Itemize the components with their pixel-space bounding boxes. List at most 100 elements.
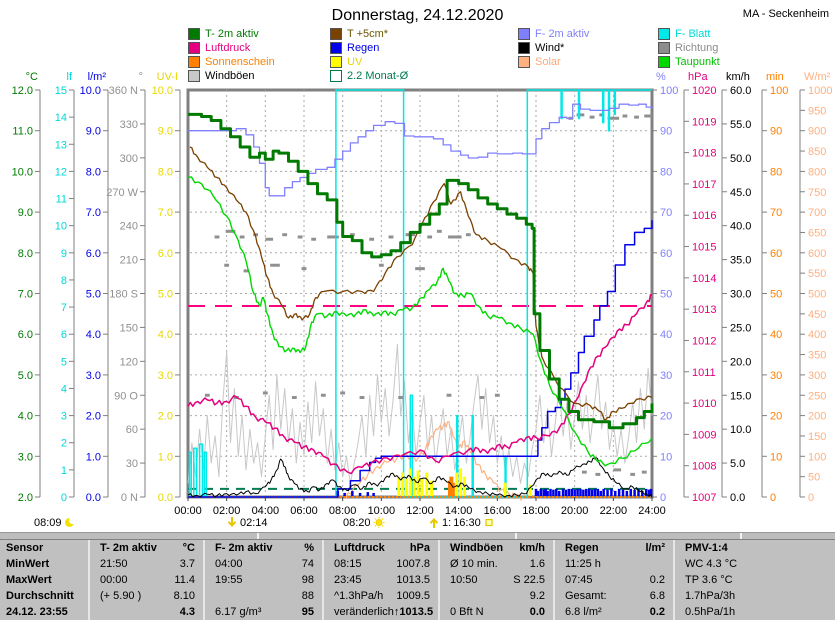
cell-value: 8.10: [173, 590, 195, 602]
x-axis-tick-label: 10:00: [368, 505, 396, 517]
axis-unit-label: °C: [26, 71, 38, 83]
axis-tick-label: 90 O: [114, 390, 138, 402]
legend-item-uv[interactable]: UV: [330, 55, 518, 69]
row-header-cell: 24.12. 23:55: [0, 604, 88, 620]
axis-tick-label: 2.0: [86, 411, 101, 423]
axis-unit-label: l/m²: [88, 71, 107, 83]
axis-tick-label: 50: [808, 472, 820, 484]
table-row: Sensor T- 2m aktiv °C F- 2m aktiv% Luftdruck…: [0, 540, 835, 556]
row-header-cell: MinWert: [0, 556, 88, 572]
astro-annotation: 08:20: [343, 516, 385, 529]
axis-tick-label: 60: [660, 248, 672, 260]
cell-label: 00:00: [100, 574, 128, 586]
row-header-label: MinWert: [6, 558, 50, 570]
series-taupunkt: [187, 176, 653, 467]
axis-tick-label: 1015: [692, 242, 716, 254]
table-cell-windb-en: 9.2: [438, 588, 553, 604]
axis-unit-label: °: [139, 71, 143, 83]
axis-tick-label: 55.0: [730, 119, 751, 131]
axis-tick-label: 5: [61, 356, 67, 368]
legend-swatch-icon: [330, 56, 342, 68]
table-cell-pmv-1-4: TP 3.6 °C: [673, 572, 835, 588]
axis-tick-label: 40: [770, 329, 782, 341]
cell-value: 0.0: [529, 606, 545, 618]
cell-value: 88: [301, 590, 314, 602]
x-axis-tick-label: 22:00: [600, 505, 628, 517]
axis-tick-label: 1020: [692, 85, 716, 97]
cell-label: 6.8 l/m²: [565, 606, 602, 618]
axis-tick-label: 0.0: [86, 492, 101, 504]
axis-tick-label: 4.0: [18, 411, 33, 423]
x-axis-tick-label: 06:00: [290, 505, 318, 517]
weather-chart: °C2.03.04.05.06.07.08.09.010.011.012.0lf…: [12, 71, 833, 517]
legend-item-f-2m-aktiv[interactable]: F- 2m aktiv: [518, 27, 658, 41]
table-cell-regen: 6.8 l/m² 0.2: [553, 604, 673, 620]
legend-item-label: F- Blatt: [675, 28, 711, 40]
table-row: MinWert 21:50 3.7 04:00 74 08:15 1007.8 Ø 10 mi…: [0, 556, 835, 572]
axis-tick-label: 600: [808, 248, 826, 260]
table-cell-t-2m-aktiv: T- 2m aktiv °C: [88, 540, 203, 556]
legend-item-sonnenschein[interactable]: Sonnenschein: [188, 55, 330, 69]
cell-value: 4.3: [179, 606, 195, 618]
x-axis-tick-label: 02:00: [213, 505, 241, 517]
axis-tick-label: 240: [120, 221, 138, 233]
table-cell-pmv-1-4: 0.5hPa/1h: [673, 604, 835, 620]
axis-tick-label: 0 N: [121, 492, 138, 504]
legend-item-richtung[interactable]: Richtung: [658, 41, 818, 55]
table-cell-t-2m-aktiv: 4.3: [88, 604, 203, 620]
astro-time-label: 1:: [442, 516, 452, 529]
legend-item-t-5cm-[interactable]: T +5cm*: [330, 27, 518, 41]
axis-tick-label: 9.0: [18, 207, 33, 219]
table-cell-windb-en: 10:50 S 22.5: [438, 572, 553, 588]
table-cell-pmv-1-4: 1.7hPa/3h: [673, 588, 835, 604]
cell-label: (+ 5.90 ): [100, 590, 142, 602]
axis-tick-label: 10.0: [80, 85, 101, 97]
axis-tick-label: 12: [55, 166, 67, 178]
strip-notch: [257, 533, 259, 540]
table-cell-pmv-1-4: PMV-1:4: [673, 540, 835, 556]
axis-tick-label: 1008: [692, 461, 716, 473]
axis-tick-label: 25.0: [730, 322, 751, 334]
legend-item-windböen[interactable]: Windböen: [188, 69, 330, 83]
axis-unit-label: hPa: [688, 71, 708, 83]
axis-tick-label: 1.0: [158, 451, 173, 463]
axis-unit-label: %: [656, 71, 666, 83]
legend-swatch-icon: [188, 56, 200, 68]
x-axis-tick-label: 04:00: [252, 505, 280, 517]
legend-swatch-icon: [658, 56, 670, 68]
astro-annotation: 02:14: [226, 516, 268, 529]
legend-item-taupunkt[interactable]: Taupunkt: [658, 55, 818, 69]
axis-tick-label: 1009: [692, 429, 716, 441]
legend-swatch-icon: [188, 70, 200, 82]
axis-tick-label: 250: [808, 390, 826, 402]
column-unit-label: km/h: [519, 542, 545, 554]
legend-item-luftdruck[interactable]: Luftdruck: [188, 41, 330, 55]
cell-value: 95: [301, 606, 314, 618]
axis-tick-label: 1014: [692, 273, 716, 285]
astro-annotation: 1: 16:30: [428, 516, 495, 529]
axis-tick-label: 1019: [692, 116, 716, 128]
axis-tick-label: 500: [808, 289, 826, 301]
astro-annotations: 08:09 02:14 08:20 1: 16:30: [0, 516, 835, 531]
axis-tick-label: 8.0: [86, 166, 101, 178]
column-header-label: Luftdruck: [334, 542, 385, 554]
legend-item-regen[interactable]: Regen: [330, 41, 518, 55]
axis-tick-label: 50: [660, 289, 672, 301]
axis-tick-label: 90: [770, 126, 782, 138]
legend-item-wind-[interactable]: Wind*: [518, 41, 658, 55]
row-header-label: 24.12. 23:55: [6, 606, 68, 618]
series-luftdruck: [187, 293, 653, 475]
table-cell-t-2m-aktiv: (+ 5.90 ) 8.10: [88, 588, 203, 604]
legend-item-2-2-monat-[interactable]: 2.2 Monat-Ø: [330, 69, 518, 83]
table-cell-regen: 07:45 0.2: [553, 572, 673, 588]
axis-tick-label: 4.0: [158, 329, 173, 341]
legend-item-label: Taupunkt: [675, 56, 720, 68]
x-axis-tick-label: 20:00: [561, 505, 589, 517]
axis-tick-label: 12.0: [12, 85, 33, 97]
legend-item-solar[interactable]: Solar: [518, 55, 658, 69]
axis-tick-label: 15.0: [730, 390, 751, 402]
axis-tick-label: 300: [120, 153, 138, 165]
legend-item-t-2m-aktiv[interactable]: T- 2m aktiv: [188, 27, 330, 41]
axis-tick-label: 2.0: [158, 411, 173, 423]
legend-item-f-blatt[interactable]: F- Blatt: [658, 27, 818, 41]
